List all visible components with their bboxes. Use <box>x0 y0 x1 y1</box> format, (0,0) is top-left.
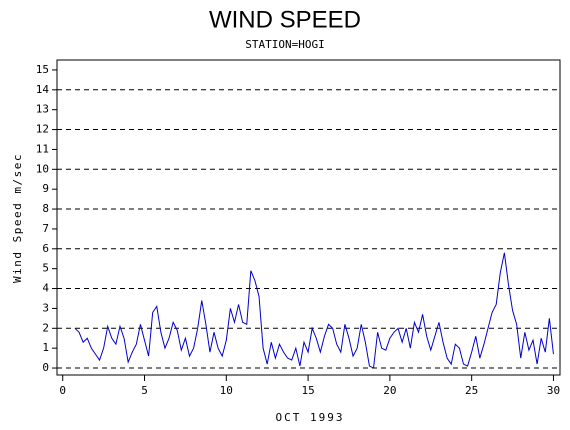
y-tick-label: 7 <box>42 222 49 235</box>
x-tick-label: 10 <box>220 384 233 397</box>
y-tick-label: 0 <box>42 361 49 374</box>
chart-subtitle: STATION=HOGI <box>245 38 324 51</box>
x-tick-label: 5 <box>141 384 148 397</box>
line <box>74 252 554 369</box>
y-tick-label: 10 <box>36 162 49 175</box>
x-tick-label: 25 <box>465 384 478 397</box>
y-tick-label: 14 <box>36 83 50 96</box>
y-tick-label: 2 <box>42 321 49 334</box>
y-tick-label: 5 <box>42 262 49 275</box>
x-tick-label: 0 <box>59 384 66 397</box>
chart-title: WIND SPEED <box>209 6 361 33</box>
y-axis-label: Wind Speed m/sec <box>11 153 24 283</box>
y-tick-label: 3 <box>42 301 49 314</box>
y-tick-label: 11 <box>36 142 49 155</box>
y-tick-label: 12 <box>36 123 49 136</box>
x-axis-label: OCT 1993 <box>276 411 345 424</box>
y-tick-label: 8 <box>42 202 49 215</box>
x-tick-label: 15 <box>301 384 314 397</box>
x-tick-label: 20 <box>383 384 396 397</box>
y-tick-label: 15 <box>36 63 49 76</box>
y-tick-label: 4 <box>42 282 49 295</box>
x-tick-label: 30 <box>547 384 560 397</box>
y-tick-label: 1 <box>42 341 49 354</box>
y-tick-label: 9 <box>42 182 49 195</box>
y-tick-label: 13 <box>36 103 49 116</box>
plot-frame <box>56 59 561 376</box>
y-tick-label: 6 <box>42 242 49 255</box>
